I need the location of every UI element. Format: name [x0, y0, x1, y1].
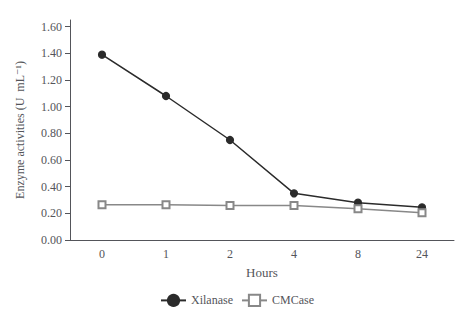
svg-text:1.20: 1.20 [41, 73, 62, 87]
svg-text:0.00: 0.00 [41, 233, 62, 247]
svg-text:0.40: 0.40 [41, 180, 62, 194]
svg-text:Enzyme activities (U mL⁻¹): Enzyme activities (U mL⁻¹) [13, 61, 27, 199]
svg-text:24: 24 [416, 247, 428, 261]
svg-text:1.00: 1.00 [41, 100, 62, 114]
svg-text:1.40: 1.40 [41, 46, 62, 60]
svg-text:4: 4 [291, 247, 297, 261]
svg-text:1.60: 1.60 [41, 20, 62, 34]
svg-text:2: 2 [227, 247, 233, 261]
svg-text:0.20: 0.20 [41, 206, 62, 220]
svg-text:1: 1 [163, 247, 169, 261]
svg-text:0.60: 0.60 [41, 153, 62, 167]
svg-text:Xilanase: Xilanase [191, 293, 233, 307]
svg-text:0: 0 [99, 247, 105, 261]
svg-text:8: 8 [355, 247, 361, 261]
svg-text:CMCase: CMCase [272, 293, 314, 307]
svg-text:0.80: 0.80 [41, 126, 62, 140]
svg-text:Hours: Hours [246, 265, 278, 280]
